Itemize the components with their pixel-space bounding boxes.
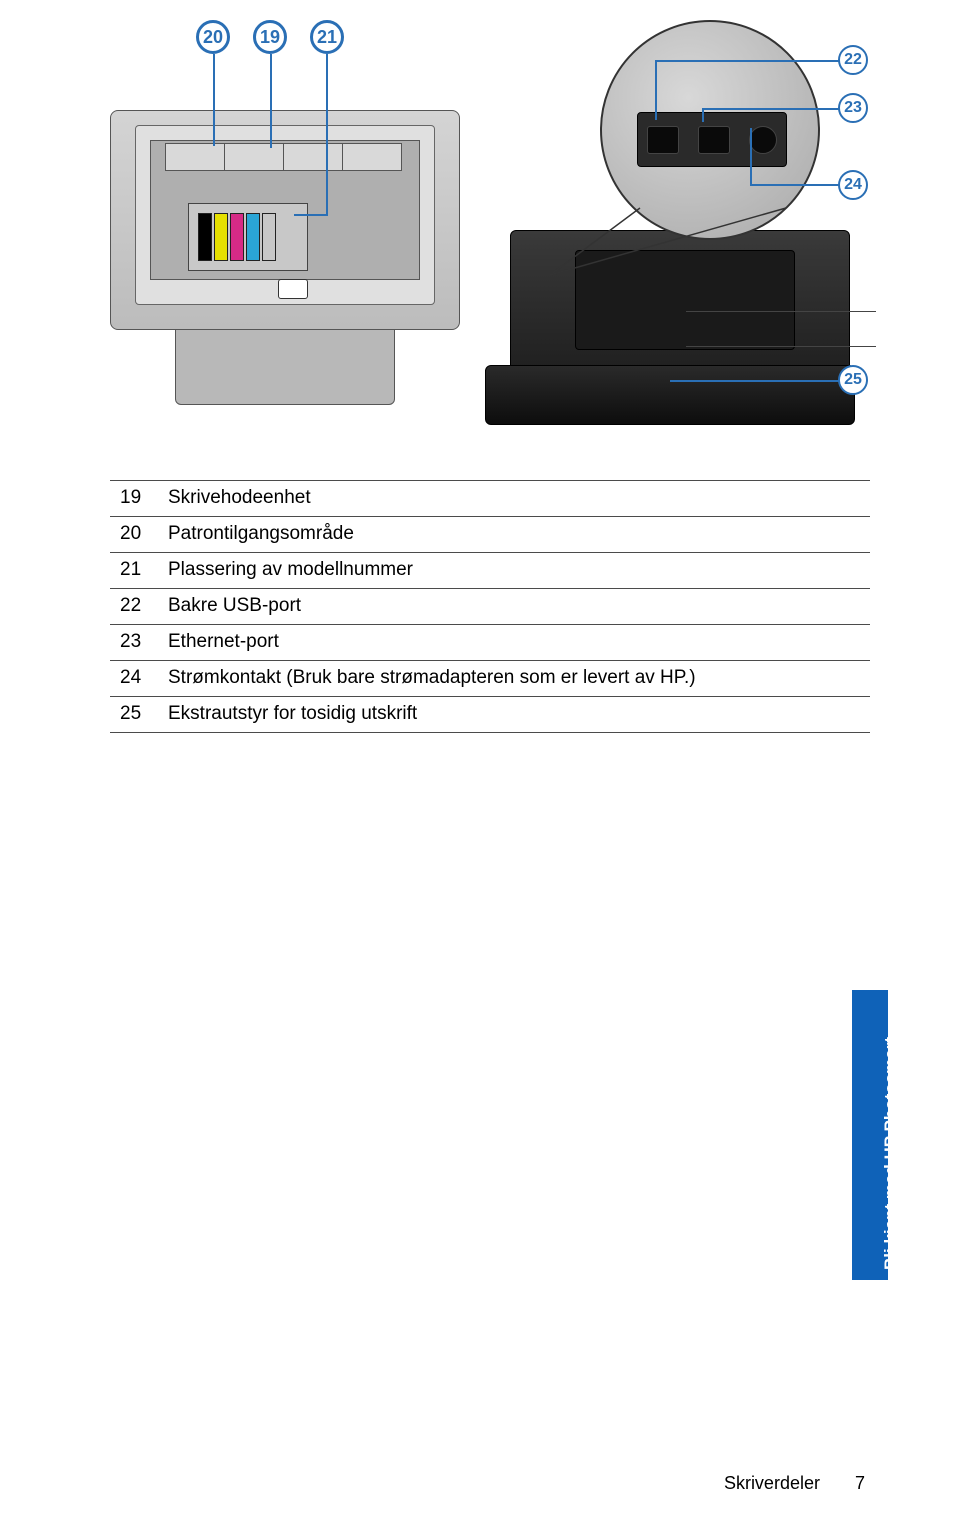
printer-rear-view xyxy=(480,210,860,430)
callout-number: 21 xyxy=(317,27,337,48)
page-footer: Skriverdeler 7 xyxy=(724,1473,865,1494)
part-description: Plassering av modellnummer xyxy=(158,553,870,589)
callout-22: 22 xyxy=(838,45,868,75)
callout-19: 19 xyxy=(253,20,287,54)
callout-21: 21 xyxy=(310,20,344,54)
part-number: 22 xyxy=(110,589,158,625)
model-number-label xyxy=(278,279,308,299)
callout-number: 22 xyxy=(844,51,862,69)
footer-page-number: 7 xyxy=(855,1473,865,1493)
part-number: 20 xyxy=(110,517,158,553)
usb-port-icon xyxy=(647,126,679,154)
part-description: Skrivehodeenhet xyxy=(158,481,870,517)
part-number: 21 xyxy=(110,553,158,589)
part-number: 25 xyxy=(110,697,158,733)
part-number: 24 xyxy=(110,661,158,697)
parts-description-table: 19Skrivehodeenhet20Patrontilgangsområde2… xyxy=(110,480,870,733)
part-number: 19 xyxy=(110,481,158,517)
callout-23: 23 xyxy=(838,93,868,123)
table-row: 20Patrontilgangsområde xyxy=(110,517,870,553)
callout-24: 24 xyxy=(838,170,868,200)
table-row: 25Ekstrautstyr for tosidig utskrift xyxy=(110,697,870,733)
table-row: 19Skrivehodeenhet xyxy=(110,481,870,517)
power-port-icon xyxy=(749,126,777,154)
table-row: 24Strømkontakt (Bruk bare strømadapteren… xyxy=(110,661,870,697)
callout-number: 25 xyxy=(844,371,862,389)
callout-20: 20 xyxy=(196,20,230,54)
printer-diagram: 20 19 21 22 23 24 25 xyxy=(110,20,870,450)
callout-25: 25 xyxy=(838,365,868,395)
table-row: 22Bakre USB-port xyxy=(110,589,870,625)
callout-number: 19 xyxy=(260,27,280,48)
part-description: Ethernet-port xyxy=(158,625,870,661)
section-side-tab-label: Bli kjent med HP Photosmart xyxy=(881,1000,901,1270)
table-row: 23Ethernet-port xyxy=(110,625,870,661)
ethernet-port-icon xyxy=(698,126,730,154)
part-description: Bakre USB-port xyxy=(158,589,870,625)
callout-number: 20 xyxy=(203,27,223,48)
ports-magnified-view xyxy=(600,20,820,240)
callout-number: 24 xyxy=(844,176,862,194)
part-number: 23 xyxy=(110,625,158,661)
footer-section-name: Skriverdeler xyxy=(724,1473,820,1493)
table-row: 21Plassering av modellnummer xyxy=(110,553,870,589)
printer-top-view xyxy=(110,95,460,405)
part-description: Ekstrautstyr for tosidig utskrift xyxy=(158,697,870,733)
part-description: Patrontilgangsområde xyxy=(158,517,870,553)
callout-number: 23 xyxy=(844,99,862,117)
part-description: Strømkontakt (Bruk bare strømadapteren s… xyxy=(158,661,870,697)
ink-cartridges xyxy=(198,213,278,261)
